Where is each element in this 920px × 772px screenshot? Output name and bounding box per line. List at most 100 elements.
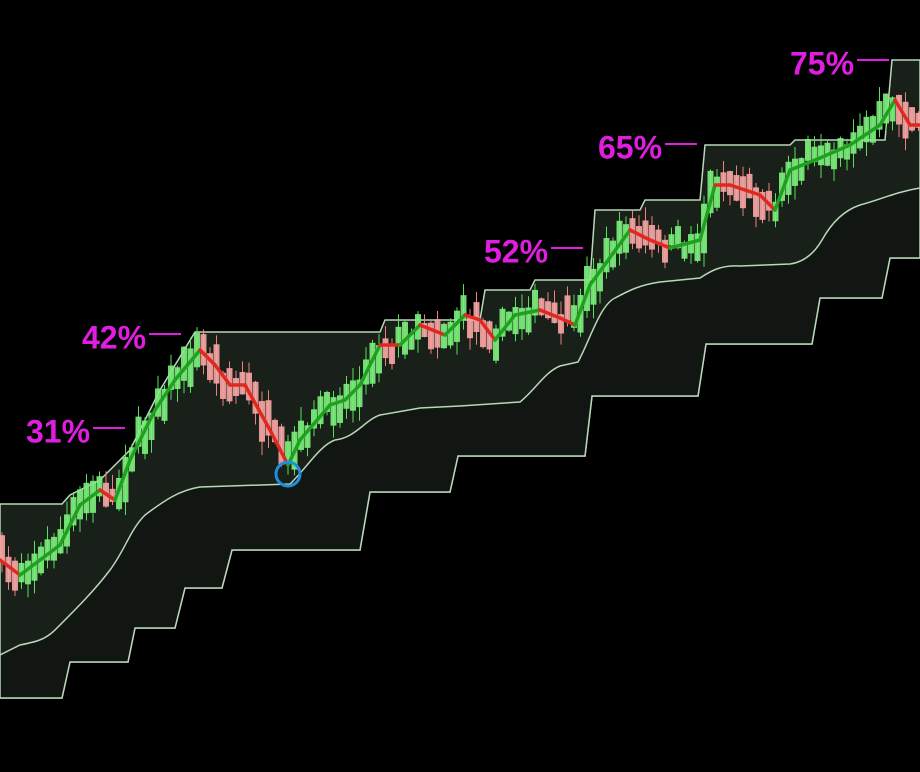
candle-body [915, 112, 920, 128]
trend-segment [538, 308, 562, 320]
candle-body [876, 101, 883, 130]
trend-segment [463, 313, 482, 322]
candle-body [12, 560, 18, 591]
annotations: 31% 42% 52% 65% 75% [26, 45, 889, 449]
candle-body [642, 220, 649, 246]
candle-body [428, 322, 434, 350]
trend-segment [698, 183, 717, 242]
trend-segment [773, 168, 792, 212]
candle-body [285, 441, 291, 461]
candle-body [148, 412, 155, 440]
candle-body [811, 146, 818, 163]
candle-body [571, 305, 577, 328]
candle-body [636, 226, 642, 249]
candle-body [460, 295, 467, 321]
candle-body [5, 556, 12, 583]
annotation-label: 52% [484, 233, 548, 269]
annotation-label: 75% [790, 45, 854, 81]
trend-segment [418, 323, 447, 337]
trend-segment [243, 383, 272, 432]
trend-segment [153, 378, 177, 412]
candle-body [889, 97, 896, 122]
candle-body [395, 326, 402, 347]
trend-segment [98, 488, 117, 502]
candle-body [304, 425, 311, 448]
candle-body [447, 321, 454, 346]
signal-marker [274, 460, 302, 488]
annotation-label: 42% [82, 319, 146, 355]
candle-body [818, 145, 824, 166]
candle-body [720, 172, 727, 192]
candle-body [25, 560, 31, 585]
candle-body [727, 171, 733, 196]
trend-segment [758, 193, 777, 212]
candle-body [499, 308, 506, 337]
candle-body [408, 334, 415, 350]
candle-body [590, 268, 597, 305]
trend-segment [38, 543, 62, 562]
candle-body [525, 307, 532, 333]
candle-body [122, 456, 129, 503]
candle-body [467, 315, 473, 339]
candle-body [532, 289, 538, 316]
candle-body [766, 190, 772, 211]
candle-body [740, 176, 746, 209]
candle-body [317, 396, 324, 425]
annotation-label: 31% [26, 413, 90, 449]
trend-segment [58, 503, 82, 547]
candle-body [382, 338, 389, 359]
trend-segment [573, 283, 592, 327]
candle-body [668, 234, 675, 246]
candle-body [278, 426, 285, 465]
candle-body [246, 372, 252, 401]
trend-segment [173, 348, 202, 382]
trend-segment [18, 558, 42, 577]
trend-segment [113, 458, 132, 502]
trend-segment [848, 123, 882, 147]
candle-body [187, 348, 194, 387]
candle-body [272, 419, 278, 443]
candle-body [558, 314, 564, 334]
trend-segment [443, 313, 467, 337]
trend-segment [588, 228, 632, 287]
candle-body [675, 226, 681, 249]
trend-segment [78, 488, 102, 507]
candle-body [200, 334, 207, 366]
candle-body [844, 144, 850, 160]
candle-body [707, 170, 714, 214]
candle-body [337, 395, 343, 423]
trend-segment [668, 238, 702, 250]
candle-body [805, 139, 811, 161]
trend-segment [298, 403, 332, 442]
trend-segment [878, 98, 897, 127]
trend-segment [198, 348, 217, 367]
candle-body [649, 224, 655, 250]
candle-body [135, 416, 142, 447]
candle-body [616, 220, 623, 254]
candle-body [298, 420, 304, 450]
candle-body [0, 535, 5, 563]
candle-body [863, 116, 870, 143]
candle-body [831, 149, 837, 170]
candle-body [883, 93, 889, 124]
trend-segment [628, 228, 652, 242]
candle-body [324, 392, 330, 413]
candle-body [70, 497, 77, 526]
candle-body [564, 295, 571, 321]
candle-body [480, 320, 486, 348]
candle-body [545, 301, 551, 319]
candle-body [265, 400, 272, 436]
candle-body [512, 307, 519, 335]
inner-band [0, 187, 920, 699]
trend-segment [493, 313, 517, 342]
candle-body [389, 344, 395, 364]
candle-body [259, 401, 265, 442]
candle-body [493, 328, 499, 361]
annotation-label: 65% [598, 129, 662, 165]
trend-segment [558, 316, 577, 327]
candle-body [109, 488, 116, 502]
candle-body [96, 476, 103, 497]
candle-body [681, 242, 688, 259]
